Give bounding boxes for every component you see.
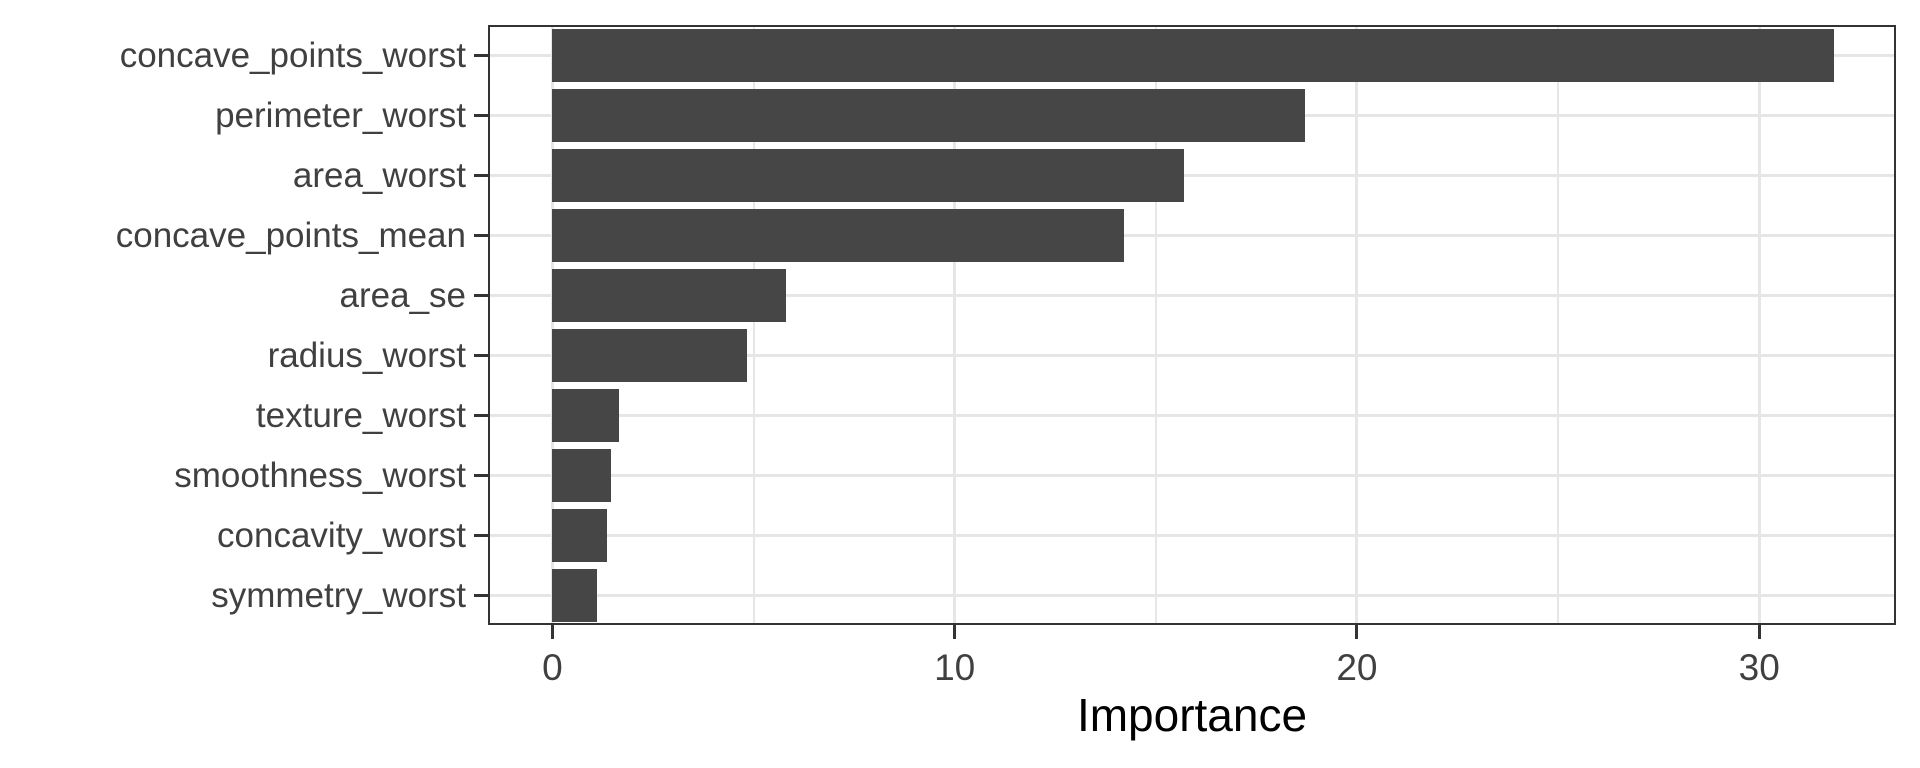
- bar: [552, 508, 607, 562]
- x-tick-label: 0: [542, 647, 563, 688]
- row-gridline: [488, 233, 1896, 237]
- bar: [552, 388, 619, 442]
- y-axis-label: texture_worst: [255, 396, 466, 435]
- major-gridline: [1355, 25, 1359, 625]
- bar: [552, 28, 1834, 82]
- row-gridline: [488, 353, 1896, 357]
- bar: [552, 148, 1184, 202]
- row-gridline: [488, 593, 1896, 597]
- x-tick-mark: [1355, 625, 1359, 639]
- y-axis-label: smoothness_worst: [174, 456, 466, 495]
- y-tick-mark: [474, 113, 488, 117]
- panel-border: [488, 25, 1896, 625]
- major-gridline: [1757, 25, 1761, 625]
- y-tick-mark: [474, 413, 488, 417]
- y-tick-mark: [474, 353, 488, 357]
- x-tick-mark: [550, 625, 554, 639]
- y-tick-mark: [474, 593, 488, 597]
- y-tick-mark: [474, 533, 488, 537]
- y-tick-mark: [474, 173, 488, 177]
- y-axis-label: perimeter_worst: [215, 96, 466, 135]
- y-axis-label: symmetry_worst: [211, 576, 466, 615]
- x-tick-label: 10: [934, 647, 976, 688]
- major-gridline: [550, 25, 554, 625]
- x-axis-title: Importance: [1076, 689, 1308, 741]
- row-gridline: [488, 533, 1896, 537]
- row-gridline: [488, 173, 1896, 177]
- y-tick-mark: [474, 53, 488, 57]
- y-axis-label: concave_points_worst: [119, 36, 466, 75]
- y-tick-mark: [474, 293, 488, 297]
- row-gridline: [488, 413, 1896, 417]
- bar: [552, 208, 1124, 262]
- y-tick-mark: [474, 473, 488, 477]
- x-tick-label: 30: [1738, 647, 1780, 688]
- minor-gridline: [1154, 25, 1157, 625]
- y-axis-label: radius_worst: [267, 336, 466, 375]
- y-axis-label: concavity_worst: [217, 516, 466, 555]
- y-tick-mark: [474, 233, 488, 237]
- bar: [552, 268, 786, 322]
- row-gridline: [488, 473, 1896, 477]
- y-axis-label: area_se: [339, 276, 466, 315]
- minor-gridline: [752, 25, 755, 625]
- y-axis-label: area_worst: [292, 156, 466, 195]
- major-gridline: [953, 25, 957, 625]
- y-axis-label: concave_points_mean: [115, 216, 466, 255]
- bar: [552, 328, 748, 382]
- bar: [552, 448, 611, 502]
- bar: [552, 88, 1305, 142]
- minor-gridline: [1557, 25, 1560, 625]
- bar: [552, 568, 597, 622]
- x-tick-mark: [1757, 625, 1761, 639]
- x-tick-label: 20: [1336, 647, 1378, 688]
- row-gridline: [488, 293, 1896, 297]
- x-tick-mark: [953, 625, 957, 639]
